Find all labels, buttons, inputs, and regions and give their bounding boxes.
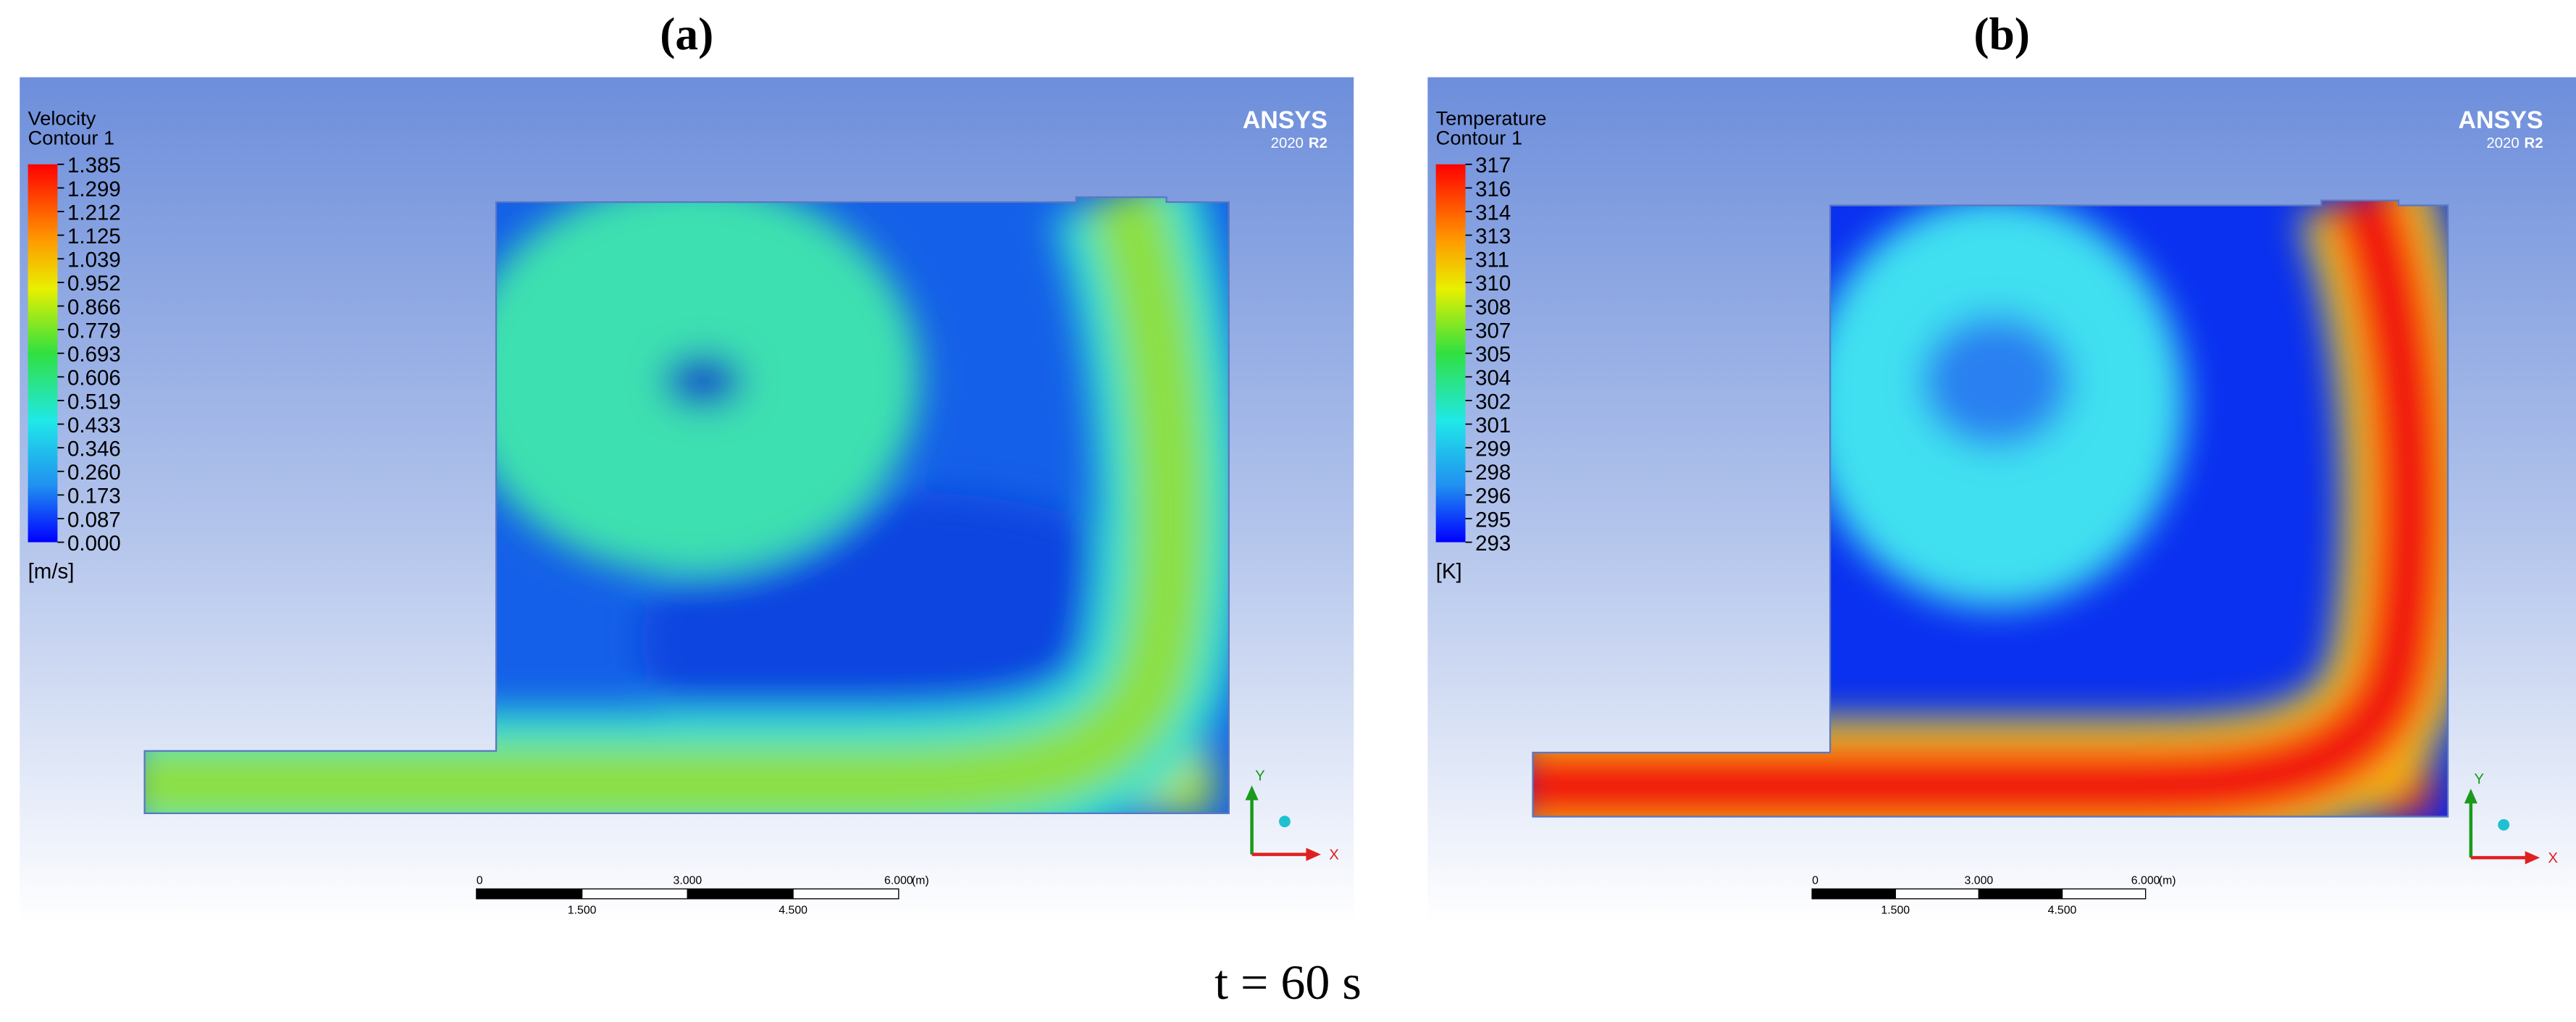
scale-bar-label: 0 bbox=[1812, 874, 1818, 887]
legend-tick-label: 0.000 bbox=[67, 532, 121, 556]
legend-tick-label: 1.212 bbox=[67, 201, 121, 225]
legend-tick-label: 0.087 bbox=[67, 508, 121, 532]
legend-tick-label: 0.866 bbox=[67, 296, 121, 319]
legend-tick-label: 296 bbox=[1475, 485, 1511, 508]
panel-label: (b) bbox=[1973, 8, 2030, 59]
vortex-core bbox=[663, 356, 743, 406]
version: 2020 bbox=[2486, 135, 2519, 151]
scale-bar-label: 6.000 bbox=[884, 874, 913, 887]
legend-tick-label: 313 bbox=[1475, 225, 1511, 248]
jet-core bbox=[144, 197, 1208, 813]
scale-bar-segment bbox=[1978, 888, 2063, 900]
scale-bar-unit: (m) bbox=[912, 874, 929, 887]
scale-bar-label: 6.000 bbox=[2131, 874, 2160, 887]
scale-bar-label: 1.500 bbox=[1881, 904, 1910, 916]
caption: t = 60 s bbox=[1214, 955, 1362, 1010]
legend-tick-label: 1.385 bbox=[67, 154, 121, 177]
scale-bar-segment bbox=[2061, 888, 2147, 900]
legend-tick-label: 304 bbox=[1475, 367, 1511, 390]
legend-tick-label: 0.952 bbox=[67, 272, 121, 296]
scale-bar-label: 3.000 bbox=[674, 874, 702, 887]
legend-title: Temperature bbox=[1436, 106, 1547, 129]
contour-blend bbox=[144, 197, 1229, 813]
axis-y-head bbox=[1245, 785, 1259, 800]
scale-bar-label: 4.500 bbox=[2048, 904, 2077, 916]
panel-label: (a) bbox=[660, 8, 713, 59]
legend-tick-label: 298 bbox=[1475, 461, 1511, 485]
scale-bar-segment bbox=[476, 888, 583, 900]
legend-subtitle: Contour 1 bbox=[28, 127, 115, 149]
logo: ANSYS bbox=[1243, 106, 1327, 134]
scale-bar-label: 1.500 bbox=[568, 904, 597, 916]
axis-z-dot bbox=[2498, 818, 2510, 831]
axis-y-label: Y bbox=[1255, 768, 1265, 784]
contour-field bbox=[144, 197, 1229, 813]
legend-tick-label: 316 bbox=[1475, 177, 1511, 201]
legend-tick-label: 0.693 bbox=[67, 343, 121, 367]
legend-tick-label: 0.173 bbox=[67, 485, 121, 508]
scale-bar-segment bbox=[1811, 888, 1896, 900]
scale-bar-label: 3.000 bbox=[1965, 874, 1994, 887]
scale-bar-segment bbox=[581, 888, 689, 900]
logo-version: 2020 R2 bbox=[2486, 135, 2543, 151]
version: 2020 bbox=[1271, 135, 1304, 151]
legend-subtitle: Contour 1 bbox=[1436, 127, 1523, 149]
legend-tick-label: 305 bbox=[1475, 343, 1511, 367]
vortex-core bbox=[1922, 315, 2071, 448]
legend-tick-label: 1.299 bbox=[67, 177, 121, 201]
legend-tick-label: 301 bbox=[1475, 414, 1511, 437]
legend-tick-label: 0.260 bbox=[67, 461, 121, 485]
release: R2 bbox=[2525, 135, 2543, 151]
axis-x-head bbox=[1306, 847, 1321, 861]
legend-tick-label: 0.433 bbox=[67, 414, 121, 437]
axis-y-label: Y bbox=[2474, 771, 2484, 787]
legend-tick-label: 302 bbox=[1475, 390, 1511, 414]
scale-bar-segment bbox=[1895, 888, 1980, 900]
jet-core bbox=[1532, 200, 2440, 816]
legend-tick-label: 310 bbox=[1475, 272, 1511, 296]
scale-bar-unit: (m) bbox=[2159, 874, 2176, 887]
scale-bar-segment bbox=[792, 888, 899, 900]
contour-blend bbox=[1532, 200, 2449, 817]
axis-x-label: X bbox=[1329, 847, 1339, 863]
legend-tick-label: 0.346 bbox=[67, 437, 121, 461]
scale-bar-label: 0 bbox=[477, 874, 483, 887]
domain-outline bbox=[1532, 199, 2449, 818]
legend-tick-label: 307 bbox=[1475, 319, 1511, 343]
legend-title: Velocity bbox=[28, 106, 96, 129]
legend-tick-label: 0.606 bbox=[67, 367, 121, 390]
legend-tick-label: 1.039 bbox=[67, 248, 121, 272]
legend-tick-label: 299 bbox=[1475, 437, 1511, 461]
release: R2 bbox=[1309, 135, 1327, 151]
legend-tick-label: 317 bbox=[1475, 154, 1511, 177]
domain-outline bbox=[143, 196, 1230, 815]
axis-x-head bbox=[2525, 851, 2541, 865]
legend-tick-label: 314 bbox=[1475, 201, 1511, 225]
legend-unit: [m/s] bbox=[28, 560, 75, 584]
scale-bar-segment bbox=[687, 888, 794, 900]
legend-tick-label: 308 bbox=[1475, 296, 1511, 319]
scale-bar-label: 4.500 bbox=[779, 904, 807, 916]
legend-tick-label: 293 bbox=[1475, 532, 1511, 556]
legend-tick-label: 0.519 bbox=[67, 390, 121, 414]
legend-tick-label: 1.125 bbox=[67, 225, 121, 248]
legend-tick-label: 0.779 bbox=[67, 319, 121, 343]
color-bar bbox=[28, 164, 58, 543]
axis-z-dot bbox=[1279, 816, 1291, 828]
logo-version: 2020 R2 bbox=[1271, 135, 1327, 151]
legend-unit: [K] bbox=[1436, 560, 1462, 584]
logo: ANSYS bbox=[2458, 106, 2543, 134]
color-bar bbox=[1435, 164, 1466, 543]
axis-x-label: X bbox=[2548, 850, 2558, 866]
axis-y-head bbox=[2464, 788, 2478, 804]
contour-field bbox=[1532, 200, 2449, 817]
legend-tick-label: 295 bbox=[1475, 508, 1511, 532]
legend-tick-label: 311 bbox=[1475, 248, 1509, 272]
